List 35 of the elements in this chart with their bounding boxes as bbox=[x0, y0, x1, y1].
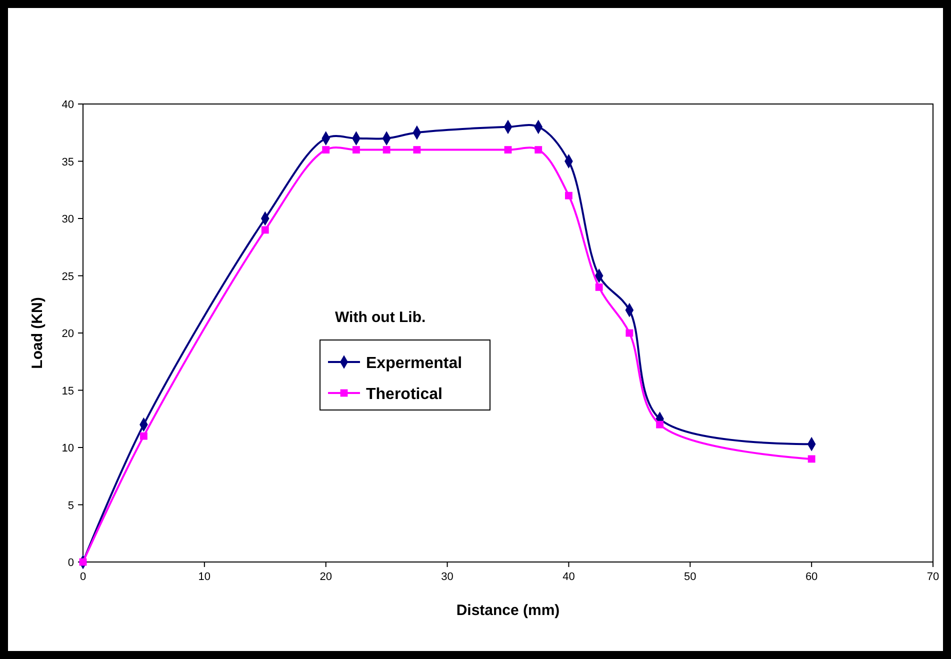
x-tick-label: 50 bbox=[684, 571, 696, 583]
point bbox=[504, 146, 512, 154]
x-tick-label: 60 bbox=[805, 571, 818, 583]
y-tick-label: 20 bbox=[62, 328, 74, 340]
y-tick-label: 10 bbox=[62, 442, 74, 454]
point bbox=[626, 329, 634, 337]
legend-label: Expermental bbox=[366, 355, 462, 372]
x-axis-title: Distance (mm) bbox=[456, 602, 560, 619]
point bbox=[595, 283, 603, 291]
point bbox=[413, 146, 421, 154]
point bbox=[382, 146, 390, 154]
x-tick-label: 10 bbox=[198, 571, 211, 583]
y-tick-label: 25 bbox=[62, 270, 74, 283]
x-tick-label: 40 bbox=[562, 571, 575, 583]
y-tick-label: 30 bbox=[62, 214, 74, 226]
x-tick-label: 70 bbox=[926, 571, 940, 583]
y-tick-label: 40 bbox=[62, 99, 74, 111]
point bbox=[656, 420, 664, 428]
point bbox=[261, 226, 269, 234]
y-tick-label: 0 bbox=[68, 557, 74, 569]
x-tick-label: 20 bbox=[320, 571, 332, 583]
point bbox=[808, 455, 816, 463]
point bbox=[565, 192, 572, 200]
point bbox=[352, 146, 360, 154]
legend-title: With out Lib. bbox=[335, 309, 426, 326]
point bbox=[322, 146, 330, 154]
legend-label: Therotical bbox=[366, 386, 442, 403]
y-axis-title: Load (KN) bbox=[29, 297, 46, 369]
x-tick-label: 0 bbox=[80, 571, 86, 583]
y-tick-label: 5 bbox=[68, 500, 74, 512]
point bbox=[140, 432, 148, 440]
y-tick-label: 15 bbox=[62, 385, 74, 398]
x-tick-label: 30 bbox=[441, 571, 454, 583]
point bbox=[534, 146, 542, 154]
y-tick-label: 35 bbox=[62, 156, 74, 168]
